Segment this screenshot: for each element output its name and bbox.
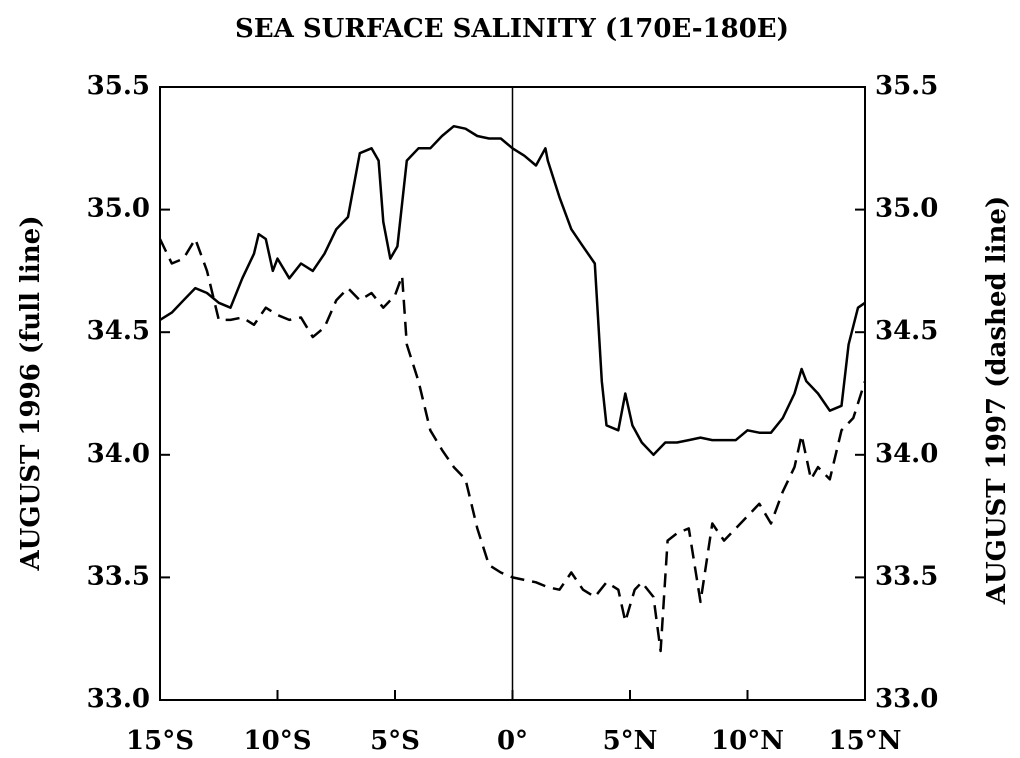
x-tick-label: 15°N — [829, 726, 902, 756]
y-tick-label: 33.0 — [87, 684, 150, 714]
y2-tick-label: 34.5 — [875, 316, 938, 346]
y-tick-label: 35.0 — [87, 194, 150, 224]
y-axis-label: AUGUST 1996 (full line) — [16, 215, 46, 571]
y2-tick-label: 33.5 — [875, 561, 938, 591]
x-tick-label: 5°N — [603, 726, 658, 756]
y-tick-label: 35.5 — [87, 71, 150, 101]
y2-tick-label: 33.0 — [875, 684, 938, 714]
x-tick-label: 10°N — [711, 726, 784, 756]
x-tick-label: 5°S — [370, 726, 420, 756]
chart-title: SEA SURFACE SALINITY (170E-180E) — [235, 14, 789, 44]
y-tick-label: 34.5 — [87, 316, 150, 346]
y2-tick-label: 34.0 — [875, 439, 938, 469]
y2-tick-label: 35.0 — [875, 194, 938, 224]
x-tick-label: 0° — [497, 726, 528, 756]
y-tick-label: 34.0 — [87, 439, 150, 469]
x-tick-label: 15°S — [126, 726, 194, 756]
y-tick-label: 33.5 — [87, 561, 150, 591]
y2-axis-label: AUGUST 1997 (dashed line) — [982, 196, 1012, 605]
y2-tick-label: 35.5 — [875, 71, 938, 101]
series-line — [158, 237, 867, 653]
x-tick-label: 10°S — [244, 726, 312, 756]
series-line — [159, 124, 866, 457]
